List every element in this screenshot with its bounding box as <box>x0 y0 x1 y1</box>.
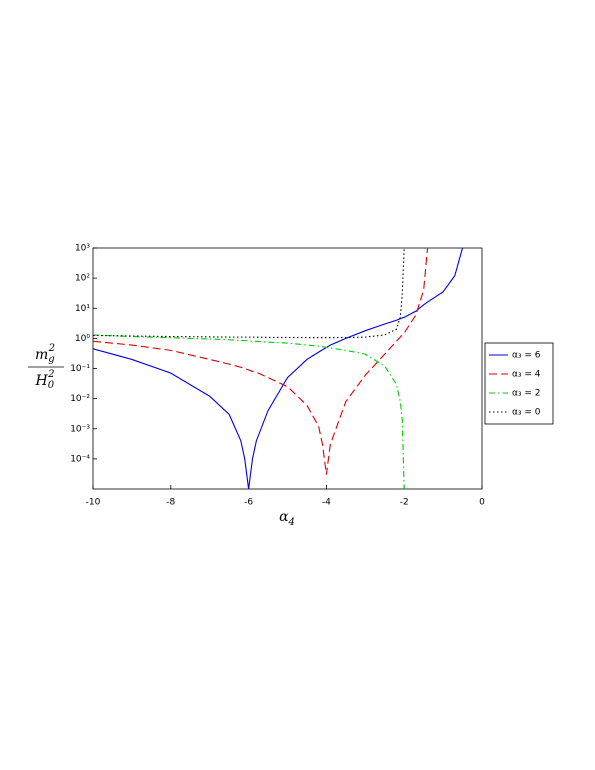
legend-label: α₃ = 6 <box>512 351 541 361</box>
legend-label: α₃ = 2 <box>512 389 541 399</box>
text: 0 <box>48 380 55 391</box>
text: m <box>35 347 48 363</box>
x-label-sub: 4 <box>288 517 295 528</box>
y-tick-label: 10⁰ <box>75 334 90 344</box>
legend-box <box>484 342 554 425</box>
series-line <box>93 248 429 475</box>
y-tick-label: 10¹ <box>75 304 90 314</box>
x-tick-label: -8 <box>166 498 175 508</box>
text: 2 <box>48 343 55 354</box>
text: H <box>35 373 49 389</box>
x-tick-label: -10 <box>86 498 101 508</box>
series-line <box>93 334 405 489</box>
text: 2 <box>47 369 54 380</box>
x-tick-label: -6 <box>244 498 253 508</box>
y-tick-label: 10³ <box>75 244 90 254</box>
y-tick-label: 10² <box>75 274 90 284</box>
series-line <box>93 248 464 489</box>
y-label-numerator: mg2 <box>35 343 55 365</box>
y-tick-label: 10⁻² <box>70 394 90 404</box>
x-axis-label: α4 <box>279 509 295 528</box>
y-label-denominator: H02 <box>35 369 55 391</box>
x-tick-label: -2 <box>400 498 409 508</box>
y-tick-label: 10⁻¹ <box>70 364 90 374</box>
x-tick-label: 0 <box>479 498 485 508</box>
text: g <box>48 354 54 365</box>
y-tick-label: 10⁻⁴ <box>70 454 90 464</box>
legend-label: α₃ = 0 <box>512 408 541 418</box>
x-tick-label: -4 <box>322 498 331 508</box>
legend-label: α₃ = 4 <box>512 370 541 380</box>
series-line <box>93 248 405 339</box>
x-label-base: α <box>279 509 289 525</box>
y-tick-label: 10⁻³ <box>70 424 90 434</box>
